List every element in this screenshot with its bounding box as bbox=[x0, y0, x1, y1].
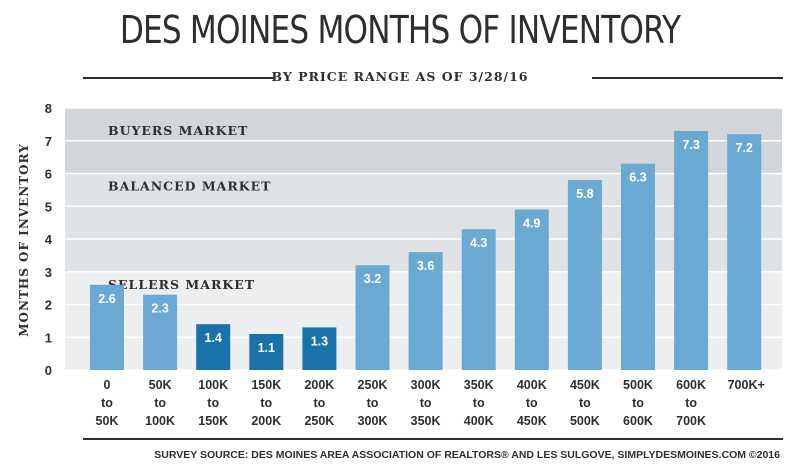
x-tick-label: to bbox=[526, 396, 538, 410]
data-label: 3.6 bbox=[417, 259, 434, 273]
x-tick-label: to bbox=[101, 396, 113, 410]
bar bbox=[302, 327, 337, 370]
x-tick-label: to bbox=[632, 396, 644, 410]
y-tick-label: 3 bbox=[45, 265, 52, 280]
bar bbox=[196, 324, 231, 370]
x-tick-label: to bbox=[207, 396, 219, 410]
x-tick-label: 0 bbox=[104, 378, 111, 392]
y-tick-label: 5 bbox=[45, 199, 52, 214]
x-tick-label: 500K bbox=[570, 414, 600, 428]
x-tick-label: 400K bbox=[464, 414, 494, 428]
y-tick-label: 2 bbox=[45, 298, 52, 313]
data-label: 6.3 bbox=[629, 171, 646, 185]
band-label: BUYERS MARKET bbox=[108, 123, 248, 138]
x-tick-label: 600K bbox=[623, 414, 653, 428]
x-tick-label: to bbox=[579, 396, 591, 410]
footer-rule bbox=[83, 438, 783, 440]
x-tick-label: to bbox=[473, 396, 485, 410]
x-tick-label: 200K bbox=[304, 378, 334, 392]
x-tick-label: 350K bbox=[411, 414, 441, 428]
x-tick-label: 600K bbox=[676, 378, 706, 392]
bar bbox=[514, 209, 549, 370]
data-label: 1.4 bbox=[205, 331, 222, 345]
x-tick-label: to bbox=[685, 396, 697, 410]
data-label: 7.2 bbox=[736, 141, 753, 155]
x-tick-label: 450K bbox=[517, 414, 547, 428]
bar bbox=[461, 229, 496, 370]
subtitle-rule-right bbox=[592, 77, 783, 79]
x-tick-label: to bbox=[313, 396, 325, 410]
x-tick-label: 150K bbox=[251, 378, 281, 392]
y-tick-label: 0 bbox=[45, 363, 52, 378]
y-tick-label: 4 bbox=[45, 232, 53, 247]
data-label: 3.2 bbox=[364, 272, 381, 286]
x-tick-label: 400K bbox=[517, 378, 547, 392]
x-tick-label: 300K bbox=[411, 378, 441, 392]
x-tick-label: 100K bbox=[145, 414, 175, 428]
bar bbox=[90, 284, 124, 370]
x-tick-label: 300K bbox=[358, 414, 388, 428]
data-label: 2.3 bbox=[151, 302, 168, 316]
bar bbox=[408, 252, 443, 370]
data-label: 1.1 bbox=[258, 341, 275, 355]
x-tick-label: 100K bbox=[198, 378, 228, 392]
band-label: SELLERS MARKET bbox=[108, 277, 255, 292]
y-tick-label: 7 bbox=[45, 134, 52, 149]
x-tick-label: 350K bbox=[464, 378, 494, 392]
chart-subtitle: BY PRICE RANGE AS OF 3/28/16 bbox=[271, 69, 529, 84]
x-tick-label: 250K bbox=[358, 378, 388, 392]
bar bbox=[249, 333, 284, 370]
y-tick-label: 6 bbox=[45, 167, 52, 182]
x-tick-label: 50K bbox=[149, 378, 172, 392]
bar bbox=[727, 134, 762, 370]
x-tick-label: 700K+ bbox=[728, 378, 765, 392]
chart-title: DES MOINES MONTHS OF INVENTORY bbox=[119, 8, 681, 52]
x-tick-label: 50K bbox=[96, 414, 119, 428]
bar bbox=[567, 180, 602, 370]
band-label: BALANCED MARKET bbox=[108, 179, 271, 194]
x-tick-label: 250K bbox=[304, 414, 334, 428]
data-label: 1.3 bbox=[311, 334, 328, 348]
source-note: SURVEY SOURCE: DES MOINES AREA ASSOCIATI… bbox=[154, 449, 780, 461]
data-label: 4.9 bbox=[523, 217, 540, 231]
y-tick-label: 1 bbox=[45, 330, 52, 345]
x-tick-label: 700K bbox=[676, 414, 706, 428]
x-tick-label: 150K bbox=[198, 414, 228, 428]
x-tick-label: 500K bbox=[623, 378, 653, 392]
bar bbox=[355, 265, 390, 370]
x-tick-label: 450K bbox=[570, 378, 600, 392]
x-tick-label: to bbox=[367, 396, 379, 410]
bar bbox=[621, 163, 655, 370]
x-tick-label: to bbox=[260, 396, 272, 410]
x-tick-label: to bbox=[420, 396, 432, 410]
x-tick-label: 200K bbox=[251, 414, 281, 428]
x-tick-label: to bbox=[154, 396, 166, 410]
data-label: 4.3 bbox=[470, 236, 487, 250]
y-tick-label: 8 bbox=[45, 101, 52, 116]
data-label: 7.3 bbox=[682, 138, 699, 152]
subtitle-rule-left bbox=[83, 77, 275, 79]
bar bbox=[143, 294, 178, 370]
data-label: 5.8 bbox=[576, 187, 593, 201]
data-label: 2.6 bbox=[98, 292, 115, 306]
bar bbox=[674, 130, 709, 370]
